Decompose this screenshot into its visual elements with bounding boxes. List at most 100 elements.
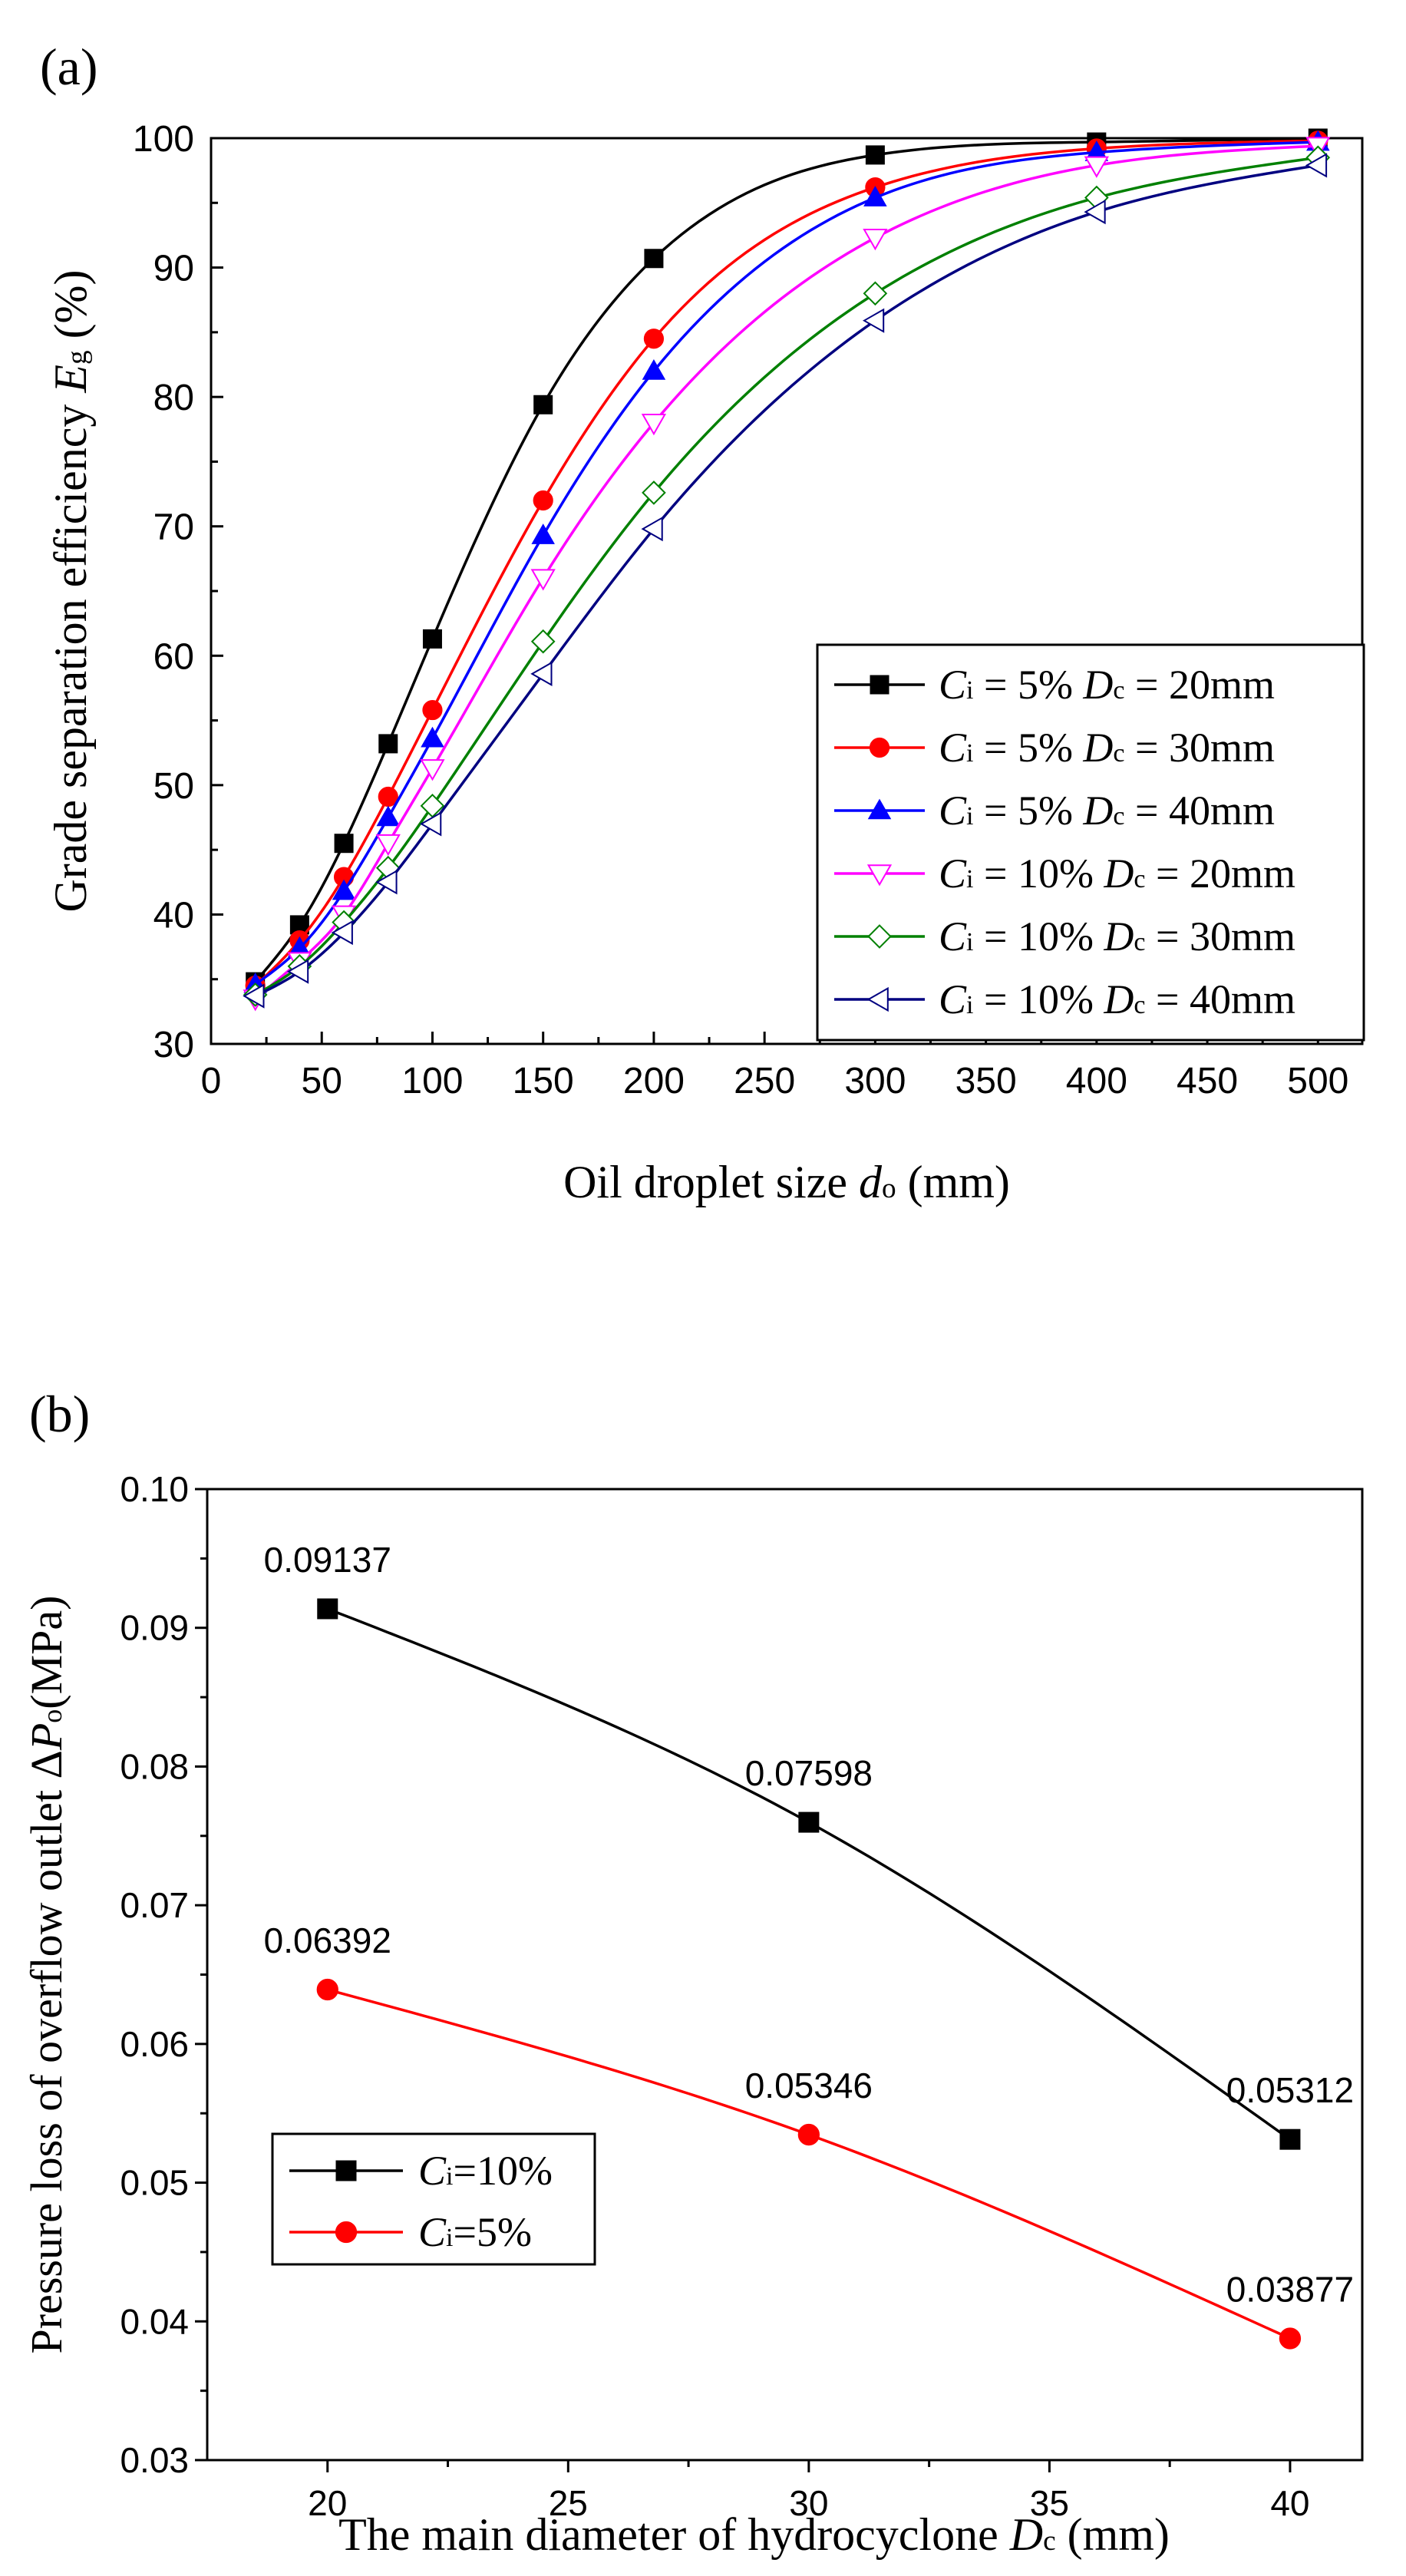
data-point-a-5 (1305, 153, 1328, 178)
data-point-b-1 (1279, 2327, 1302, 2350)
legend-marker-b (335, 2160, 357, 2181)
legend-c-sub: i (966, 676, 973, 705)
legend-d: D (1103, 913, 1134, 959)
legend-label-a: Ci = 5% Dc = 40mm (939, 788, 1275, 834)
legend-box-a (816, 643, 1365, 1042)
y-axis-title-a-main: Grade separation efficiency (45, 393, 96, 913)
panel-label-a: (a) (40, 38, 97, 96)
legend-label-a: Ci = 10% Dc = 30mm (939, 913, 1295, 959)
data-point-a-1 (422, 699, 443, 721)
legend-d: D (1103, 850, 1134, 897)
y-tick-label-b: 0.08 (120, 1746, 189, 1786)
legend-ci-value: = 10% (973, 850, 1104, 897)
legend-dc-value: = 30mm (1146, 913, 1295, 959)
y-axis-title-b-main: Pressure loss of overflow outlet Δ (21, 1750, 71, 2353)
data-point-a-3 (1084, 156, 1109, 178)
data-point-a-5 (243, 983, 265, 1009)
legend-c-sub: i (446, 2224, 453, 2252)
series-line-a-1 (254, 139, 1319, 987)
legend-c-sub: i (966, 802, 973, 831)
x-axis-title-a-main: Oil droplet size (563, 1157, 859, 1207)
legend-ci-value: = 5% (973, 725, 1083, 771)
x-axis-title-a: Oil droplet size do (mm) (563, 1157, 1010, 1207)
data-point-b-0 (317, 1598, 338, 1620)
legend-dc-value: = 40mm (1146, 976, 1295, 1022)
legend-c: C (939, 913, 967, 959)
legend-marker-a (870, 675, 889, 695)
legend-marker-a (867, 924, 892, 949)
x-tick-label-a: 200 (623, 1061, 685, 1101)
data-point-a-3 (641, 414, 667, 436)
legend-dc-value: = 30mm (1125, 725, 1275, 771)
data-point-a-2 (421, 726, 444, 748)
chart-b-group: (b) 20 25 30 35 40 0.03 0.04 0.05 0.06 0.07 0.08 0.0… (21, 1385, 1364, 2560)
x-axis-title-b: The main diameter of hydrocyclone Dc (mm… (338, 2509, 1170, 2560)
legend-d: D (1082, 662, 1113, 708)
legend-label-a: Ci = 10% Dc = 40mm (939, 976, 1295, 1022)
legend-c-sub: i (966, 739, 973, 768)
legend-d-sub: c (1134, 991, 1145, 1019)
x-tick-label-a: 250 (734, 1061, 795, 1101)
data-point-a-5 (862, 308, 885, 333)
data-point-a-3 (375, 834, 401, 857)
series-line-a-4 (254, 156, 1319, 996)
data-point-a-3 (530, 569, 556, 591)
data-point-a-5 (286, 959, 309, 984)
y-axis-title-b-unit: (MPa) (21, 1596, 71, 1709)
y-tick-label-b: 0.05 (120, 2163, 189, 2203)
x-axis-title-a-sub: o (882, 1173, 896, 1204)
legend-d: D (1082, 725, 1113, 771)
data-point-a-0 (334, 834, 354, 854)
data-label-b: 0.05346 (745, 2066, 873, 2105)
legend-ci-value: = 10% (973, 976, 1104, 1022)
x-tick-label-b: 40 (1270, 2483, 1309, 2523)
legend-d: D (1103, 976, 1134, 1022)
x-tick-label-a: 50 (302, 1061, 342, 1101)
x-axis-title-a-var: d (859, 1157, 883, 1207)
legend-ci-value: =5% (453, 2209, 531, 2255)
data-point-b-0 (798, 1811, 820, 1833)
legend-c-sub: i (446, 2162, 453, 2191)
data-point-a-2 (376, 805, 401, 827)
data-point-b-1 (797, 2123, 820, 2146)
series-line-a-2 (254, 140, 1319, 986)
y-tick-label-b: 0.10 (120, 1469, 189, 1509)
x-axis-title-b-var: D (1009, 2509, 1043, 2560)
series-line-a-3 (254, 144, 1319, 1000)
x-tick-label-b: 30 (789, 2483, 828, 2523)
data-point-a-0 (533, 395, 553, 414)
legend-c: C (418, 2148, 447, 2194)
panel-label-b: (b) (29, 1385, 90, 1443)
data-point-a-4 (863, 281, 888, 306)
legend-c-sub: i (966, 991, 973, 1019)
data-label-b: 0.07598 (745, 1753, 873, 1793)
x-tick-label-a: 150 (513, 1061, 574, 1101)
data-point-a-2 (531, 523, 555, 544)
x-tick-label-a: 300 (844, 1061, 906, 1101)
data-point-a-5 (530, 661, 553, 687)
data-point-b-1 (316, 1978, 338, 2001)
data-point-a-1 (533, 490, 553, 511)
data-point-a-5 (1084, 199, 1106, 225)
data-point-a-2 (642, 359, 666, 380)
legend-ci-value: = 5% (973, 662, 1083, 708)
legend-d-sub: c (1113, 739, 1124, 768)
legend-marker-a (869, 737, 890, 758)
series-line-a-5 (254, 163, 1319, 998)
x-axis-title-b-sub: c (1043, 2525, 1056, 2557)
legend-c: C (939, 725, 967, 771)
legend-d: D (1082, 788, 1113, 834)
y-axis-title-b: Pressure loss of overflow outlet ΔPo(MPa… (21, 1596, 71, 2354)
y-axis-title-a: Grade separation efficiency Eg (%) (45, 269, 96, 912)
legend-ci-value: = 10% (973, 913, 1104, 959)
legend-marker-b (335, 2221, 358, 2244)
legend-label-a: Ci = 5% Dc = 20mm (939, 662, 1275, 708)
legend-label-b: Ci=10% (418, 2148, 553, 2194)
legend-ci-value: =10% (453, 2148, 552, 2194)
y-tick-label-a: 30 (153, 1025, 194, 1065)
x-axis-title-b-main: The main diameter of hydrocyclone (338, 2509, 1010, 2560)
data-point-a-1 (643, 329, 665, 349)
chart-a-group: (a) 0 50 100 150 200 250 300 350 400 450 500 30 40 50 6… (40, 38, 1365, 1207)
y-tick-label-b: 0.09 (120, 1608, 189, 1648)
